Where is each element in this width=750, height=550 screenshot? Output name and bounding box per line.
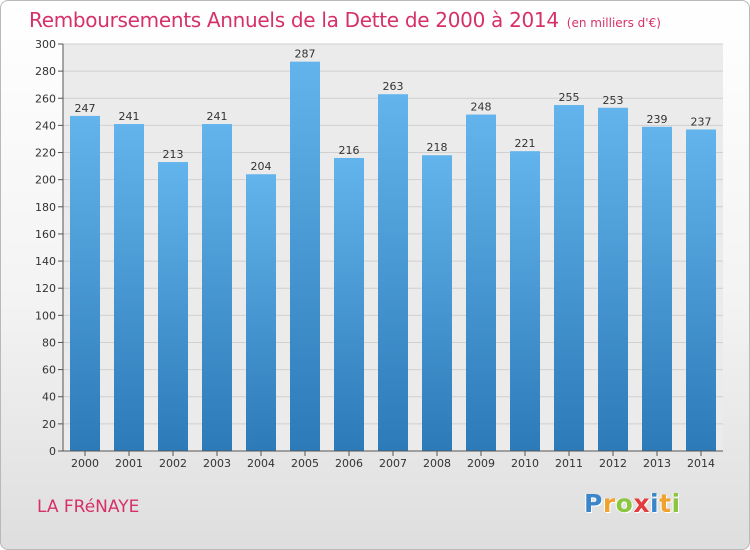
bar <box>70 115 100 452</box>
x-tick-label: 2002 <box>159 457 187 470</box>
bar <box>642 126 672 452</box>
y-tick-label: 60 <box>42 364 56 377</box>
data-label: 237 <box>691 115 712 128</box>
y-tick-label: 40 <box>42 391 56 404</box>
y-tick-label: 160 <box>35 228 56 241</box>
x-tick-label: 2004 <box>247 457 275 470</box>
x-tick-label: 2001 <box>115 457 143 470</box>
data-label: 255 <box>559 91 580 104</box>
chart-title: Remboursements Annuels de la Dette de 20… <box>29 8 661 32</box>
chart-subtitle: (en milliers d'€) <box>566 16 661 30</box>
bar <box>466 114 496 452</box>
y-tick-label: 140 <box>35 255 56 268</box>
x-tick-label: 2011 <box>555 457 583 470</box>
logo-letter: x <box>633 489 650 518</box>
bar <box>422 155 452 451</box>
y-tick-label: 120 <box>35 282 56 295</box>
x-tick-label: 2003 <box>203 457 231 470</box>
bar <box>158 162 188 451</box>
logo-letter: i <box>650 489 660 518</box>
bar <box>246 174 276 452</box>
chart-title-text: Remboursements Annuels de la Dette de 20… <box>29 8 559 32</box>
data-label: 204 <box>251 160 272 173</box>
bar <box>334 157 364 451</box>
y-tick-label: 260 <box>35 92 56 105</box>
x-tick-label: 2013 <box>643 457 671 470</box>
data-label: 218 <box>427 141 448 154</box>
logo-letter: i <box>671 489 681 518</box>
y-tick-label: 100 <box>35 309 56 322</box>
proxiti-logo: Proxiti <box>584 489 681 518</box>
bar <box>554 105 584 452</box>
logo-letter: o <box>615 489 634 518</box>
logo-letter: P <box>584 489 603 518</box>
x-tick-label: 2014 <box>687 457 715 470</box>
place-name: LA FRéNAYE <box>37 497 140 517</box>
data-label: 287 <box>295 48 316 61</box>
y-tick-label: 180 <box>35 201 56 214</box>
bar <box>378 94 408 452</box>
bar <box>114 124 144 451</box>
data-label: 241 <box>119 110 140 123</box>
data-label: 241 <box>207 110 228 123</box>
bar <box>202 124 232 451</box>
data-label: 253 <box>603 94 624 107</box>
x-tick-label: 2006 <box>335 457 363 470</box>
y-tick-label: 240 <box>35 119 56 132</box>
x-tick-label: 2009 <box>467 457 495 470</box>
x-tick-label: 2010 <box>511 457 539 470</box>
data-label: 239 <box>647 113 668 126</box>
bar <box>510 151 540 451</box>
y-tick-label: 220 <box>35 147 56 160</box>
bar <box>290 61 320 452</box>
data-label: 247 <box>75 102 96 115</box>
data-label: 216 <box>339 144 360 157</box>
data-label: 248 <box>471 101 492 114</box>
bar <box>598 107 628 451</box>
data-label: 263 <box>383 80 404 93</box>
x-tick-label: 2012 <box>599 457 627 470</box>
x-tick-label: 2007 <box>379 457 407 470</box>
bar <box>686 129 716 451</box>
y-tick-label: 20 <box>42 418 56 431</box>
y-tick-label: 80 <box>42 336 56 349</box>
x-tick-label: 2008 <box>423 457 451 470</box>
y-tick-label: 0 <box>49 445 56 458</box>
data-label: 213 <box>163 148 184 161</box>
y-tick-label: 200 <box>35 174 56 187</box>
logo-letter: t <box>659 489 672 518</box>
x-tick-label: 2005 <box>291 457 319 470</box>
y-tick-label: 280 <box>35 65 56 78</box>
x-tick-label: 2000 <box>71 457 99 470</box>
y-tick-label: 300 <box>35 38 56 51</box>
data-label: 221 <box>515 137 536 150</box>
logo-letter: r <box>602 489 616 518</box>
